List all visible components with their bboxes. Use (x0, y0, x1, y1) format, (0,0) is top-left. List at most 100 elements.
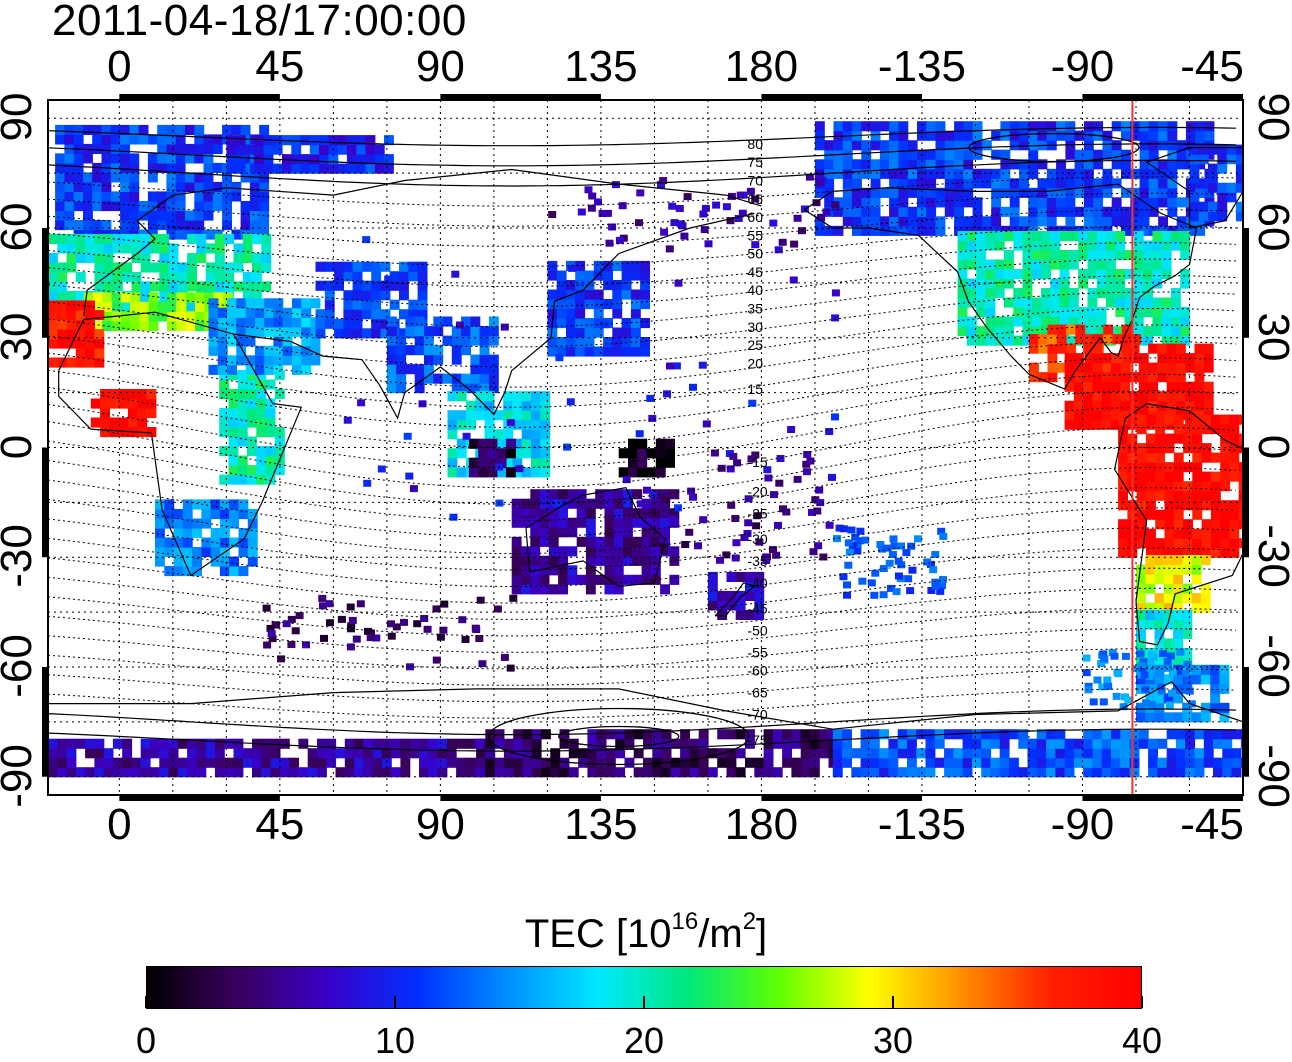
x-tick-bottom: -45 (1180, 800, 1244, 849)
contour-label: -60 (747, 663, 767, 679)
tec-region-middle-east (208, 298, 321, 375)
contour-label: -75 (747, 732, 767, 748)
tec-map: 80 75 70 65 60 55 50 45 40 35 30 25 20 15 -15 -20 -25 -30… (42, 94, 1249, 801)
coastline-3 (525, 487, 666, 588)
x-tick-bottom: -90 (1050, 800, 1115, 849)
contour-label: -65 (747, 685, 767, 701)
y-tick-left: 30 (0, 312, 41, 362)
x-tick-top: 180 (724, 42, 799, 91)
map-frame-bars (42, 94, 1249, 801)
y-tick-right: 0 (1248, 392, 1292, 502)
colorbar-title: TEC [1016/m2] (0, 908, 1292, 957)
contour-label: 35 (747, 301, 763, 317)
colorbar-tick-mark (892, 996, 894, 1008)
coastline-5 (803, 183, 1198, 390)
contour-label: -20 (747, 483, 767, 499)
tec-region-east-africa (219, 370, 285, 485)
x-tick-top: -45 (1180, 42, 1244, 91)
colorbar-tick-label: 0 (135, 1020, 157, 1061)
tec-region-australia (511, 489, 680, 595)
x-tick-top: 135 (564, 42, 638, 91)
tec-region-central-asia (315, 261, 428, 339)
tec-region-siberia-high (226, 135, 394, 174)
tec-data-layer (48, 121, 1243, 778)
x-tick-top: -90 (1050, 42, 1115, 91)
colorbar-title-close: ] (756, 912, 768, 956)
y-tick-right: 90 (1249, 92, 1292, 142)
tec-region-antarctic-west (48, 738, 485, 778)
tec-scattered-samples (262, 173, 1196, 711)
y-tick-left: -30 (0, 524, 41, 589)
x-tick-top: -135 (877, 42, 966, 91)
contour-label: -45 (747, 600, 767, 616)
coastline-1 (83, 168, 762, 316)
colorbar-title-unit-exponent: 2 (742, 908, 757, 935)
y-tick-right: 60 (1249, 202, 1292, 252)
tec-region-drake-passage (1136, 664, 1230, 723)
colorbar-tick-mark (145, 996, 147, 1008)
tec-region-indonesia-night (468, 438, 516, 478)
coastline-4 (714, 582, 756, 617)
tec-region-patagonia (1136, 555, 1211, 613)
coastline-8 (48, 680, 1243, 730)
contour-label: 65 (747, 191, 763, 207)
tec-region-new-guinea-night (618, 438, 675, 478)
x-tick-bottom: 180 (724, 800, 799, 849)
colorbar-tick-mark (643, 996, 645, 1008)
contour-label: -55 (747, 644, 767, 660)
magnetic-latitude-contours (48, 126, 1236, 766)
contour-label: 20 (747, 355, 763, 371)
colorbar-title-exponent: 16 (671, 908, 699, 935)
y-tick-left: 60 (0, 202, 41, 252)
colorbar-title-unit: /m (698, 912, 743, 956)
colorbar-tick-label: 20 (623, 1020, 665, 1061)
contour-label: 45 (747, 264, 763, 280)
contour-label: 75 (747, 154, 763, 170)
tec-region-japan-east-asia (547, 260, 650, 357)
colorbar-tick-label: 40 (1121, 1020, 1163, 1061)
x-tick-top: 0 (107, 42, 132, 91)
graticule (48, 100, 1243, 795)
x-tick-bottom: -135 (877, 800, 966, 849)
y-tick-left: 90 (0, 92, 41, 142)
x-tick-bottom: 90 (415, 800, 465, 849)
y-tick-right: 30 (1249, 312, 1292, 362)
coastline-0 (58, 311, 303, 577)
contour-label: 70 (747, 172, 763, 188)
colorbar-tick-mark (1141, 996, 1143, 1008)
x-tick-bottom: 135 (564, 800, 638, 849)
x-tick-bottom: 0 (107, 800, 132, 849)
y-tick-right: -90 (1249, 743, 1292, 808)
coastline-6 (1113, 402, 1243, 646)
contour-label: -35 (747, 553, 767, 569)
contour-label: 55 (747, 227, 763, 243)
contour-label: 40 (747, 282, 763, 298)
contour-label: 30 (747, 319, 763, 335)
y-tick-left: -90 (0, 743, 41, 808)
colorbar-tick-label: 30 (872, 1020, 914, 1061)
contour-label: 80 (747, 136, 763, 152)
contour-label: -70 (747, 707, 767, 723)
contour-labels: 80 75 70 65 60 55 50 45 40 35 30 25 20 15 -15 -20 -25 -30… (747, 136, 767, 748)
y-tick-right: -30 (1249, 524, 1292, 589)
contour-label: -15 (747, 454, 767, 470)
coastlines (48, 147, 1243, 730)
y-tick-right: -60 (1249, 634, 1292, 698)
coastline-2 (233, 212, 755, 420)
contour-label: -50 (747, 622, 767, 638)
x-tick-bottom: 45 (255, 800, 305, 849)
contour-label: -25 (747, 505, 767, 521)
contour-label: 15 (747, 381, 763, 397)
contour-label: 60 (747, 209, 763, 225)
contour-label: 25 (747, 337, 763, 353)
colorbar-tick-mark (394, 996, 396, 1008)
y-tick-left: 0 (0, 392, 42, 502)
contour-label: -40 (747, 575, 767, 591)
colorbar-tick-label: 10 (374, 1020, 416, 1061)
colorbar-title-text: TEC [10 (524, 912, 672, 956)
tec-region-antarctic-atlantic (832, 729, 1243, 778)
plot-title: 2011-04-18/17:00:00 (52, 0, 467, 45)
y-tick-left: -60 (0, 634, 41, 698)
tec-region-greenland-south (1189, 144, 1243, 222)
coastline-7 (1145, 147, 1243, 229)
